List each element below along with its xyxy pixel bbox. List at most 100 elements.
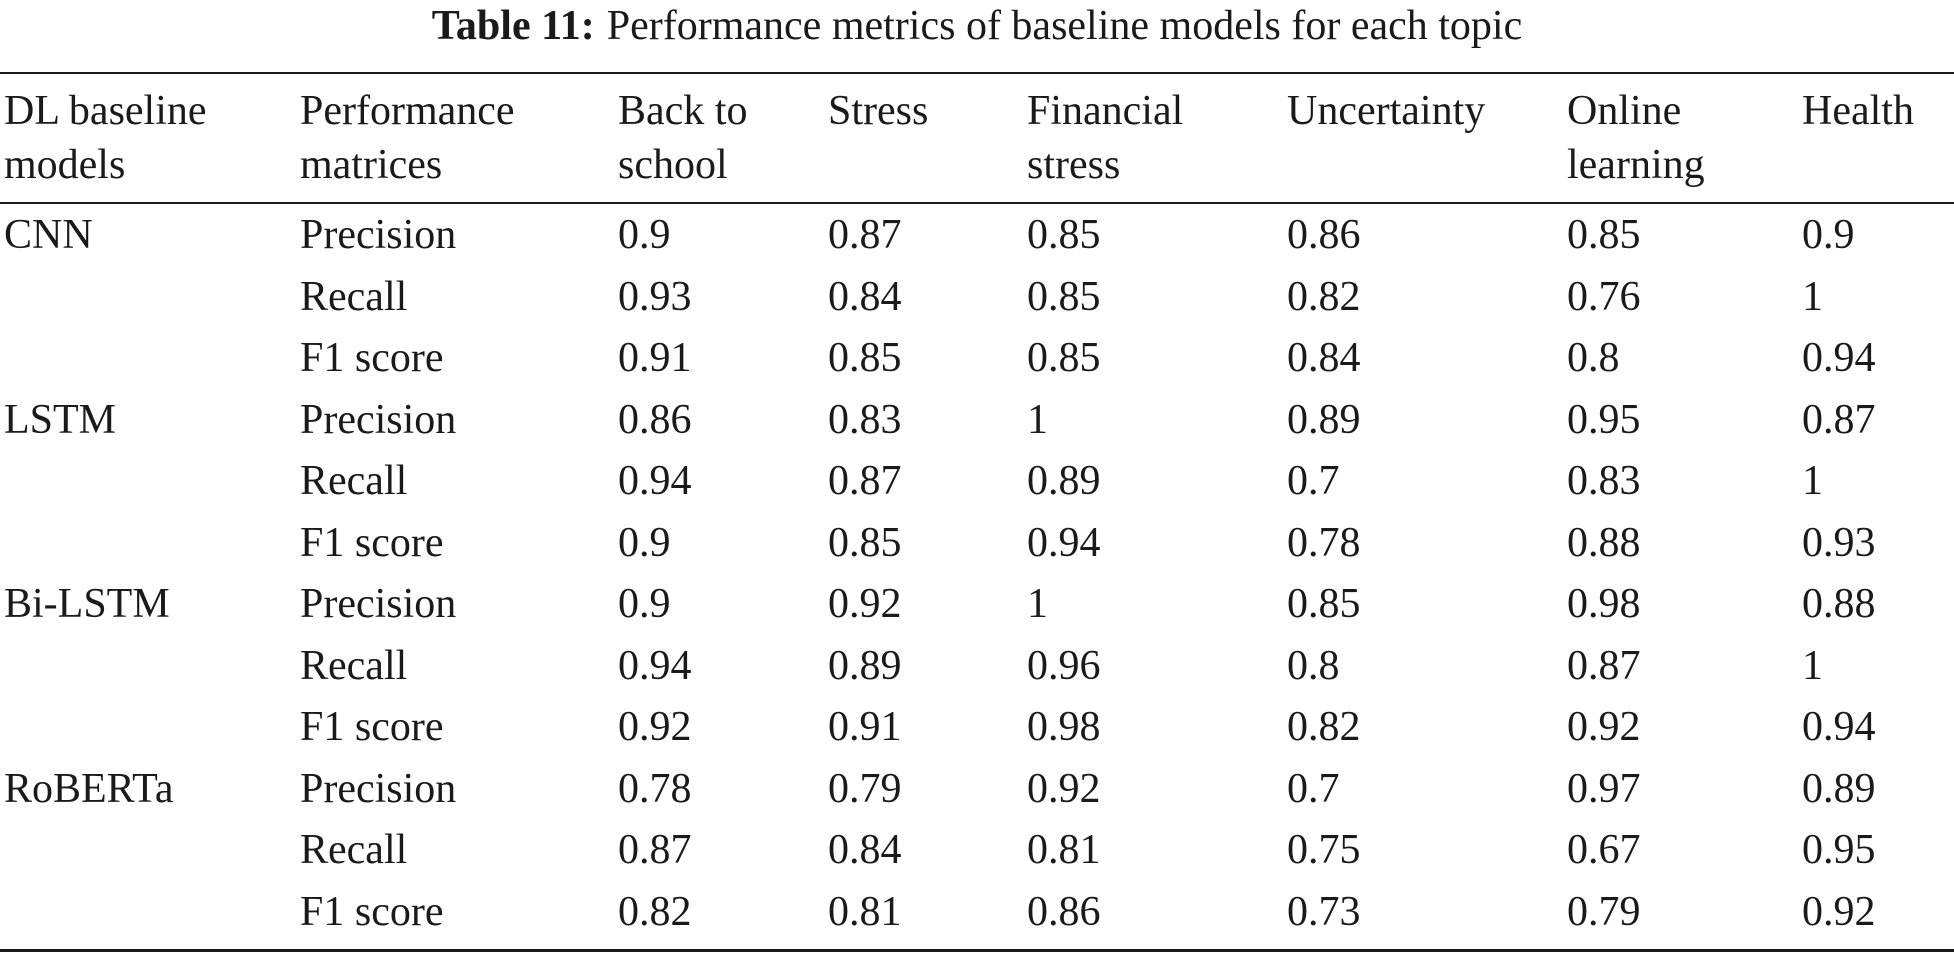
metric-value-cell: 0.85 [1287, 581, 1361, 627]
metric-value-cell: 0.92 [618, 704, 692, 750]
column-header: Financial stress [1027, 88, 1184, 188]
metric-value-cell: 0.87 [618, 827, 692, 873]
table-caption-text: Performance metrics of baseline models f… [606, 3, 1523, 49]
header-row: DL baseline models Performance matrices Ba… [0, 74, 1954, 202]
metric-value-cell: 0.85 [1027, 335, 1101, 381]
model-name-cell: CNN [4, 212, 93, 258]
metric-value-cell: 0.78 [618, 765, 692, 812]
metric-name-cell: F1 score [300, 888, 444, 935]
table-row: F1 score 0.9 0.85 0.94 0.78 0.88 0.93 [0, 513, 1954, 575]
metric-value-cell: 0.7 [1287, 458, 1340, 504]
metric-value-cell: 0.67 [1567, 827, 1641, 873]
metric-value-cell: 0.94 [618, 458, 692, 504]
metric-value-cell: 0.82 [1287, 704, 1361, 750]
metric-name-cell: Recall [300, 827, 408, 873]
metric-value-cell: 0.79 [1567, 888, 1641, 935]
model-name-cell [0, 267, 300, 329]
metric-value-cell: 0.92 [1567, 704, 1641, 750]
metric-value-cell: 1 [1027, 396, 1048, 443]
metric-value-cell: 1 [1802, 273, 1823, 320]
table-row: Recall 0.94 0.87 0.89 0.7 0.83 1 [0, 451, 1954, 513]
metric-value-cell: 1 [1802, 458, 1823, 504]
metric-value-cell: 0.76 [1567, 273, 1641, 320]
header-rule [0, 202, 1954, 204]
column-header: Online learning [1567, 88, 1705, 188]
model-name-cell [0, 636, 300, 698]
table-body: CNN Precision 0.9 0.87 0.85 0.86 0.85 0.9 Recall… [0, 202, 1954, 943]
metric-value-cell: 0.86 [1027, 888, 1101, 935]
metric-value-cell: 0.89 [1287, 396, 1361, 443]
table-row: CNN Precision 0.9 0.87 0.85 0.86 0.85 0.9 [0, 202, 1954, 267]
model-name-cell [0, 882, 300, 944]
metric-value-cell: 0.89 [1802, 765, 1876, 812]
model-name-cell [0, 697, 300, 759]
metric-value-cell: 0.94 [618, 642, 692, 689]
metric-value-cell: 0.93 [618, 273, 692, 320]
metric-name-cell: Recall [300, 642, 408, 689]
metric-value-cell: 0.91 [828, 704, 902, 750]
model-name-cell [0, 513, 300, 575]
metric-name-cell: F1 score [300, 519, 444, 566]
metric-value-cell: 0.81 [1027, 827, 1101, 873]
metric-value-cell: 0.96 [1027, 642, 1101, 689]
metric-value-cell: 0.95 [1567, 396, 1641, 443]
metric-value-cell: 0.84 [828, 827, 902, 873]
metric-value-cell: 0.92 [1027, 765, 1101, 812]
model-name-cell: LSTM [4, 396, 117, 443]
metric-value-cell: 0.84 [828, 273, 902, 320]
metric-name-cell: Recall [300, 273, 408, 320]
metric-value-cell: 0.87 [828, 458, 902, 504]
column-header: Stress [828, 88, 929, 134]
metric-value-cell: 0.79 [828, 765, 902, 812]
metric-value-cell: 0.9 [1802, 212, 1855, 258]
metric-value-cell: 0.88 [1567, 519, 1641, 566]
metric-value-cell: 0.94 [1027, 519, 1101, 566]
metric-value-cell: 0.85 [1027, 212, 1101, 258]
metric-name-cell: F1 score [300, 335, 444, 381]
metric-value-cell: 0.85 [1567, 212, 1641, 258]
metric-value-cell: 0.7 [1287, 765, 1340, 812]
metric-value-cell: 0.92 [828, 581, 902, 627]
column-header: DL baseline models [4, 88, 207, 188]
metric-value-cell: 0.94 [1802, 704, 1876, 750]
metric-value-cell: 0.73 [1287, 888, 1361, 935]
metric-value-cell: 0.95 [1802, 827, 1876, 873]
metric-value-cell: 0.93 [1802, 519, 1876, 566]
metric-value-cell: 0.88 [1802, 581, 1876, 627]
metric-value-cell: 0.86 [618, 396, 692, 443]
model-name-cell: RoBERTa [4, 765, 174, 812]
column-header: Back to school [618, 88, 748, 188]
column-header: Performance matrices [300, 88, 515, 188]
table-row: Recall 0.87 0.84 0.81 0.75 0.67 0.95 [0, 820, 1954, 882]
metric-value-cell: 0.82 [1287, 273, 1361, 320]
metric-value-cell: 0.9 [618, 519, 671, 566]
metric-value-cell: 1 [1027, 581, 1048, 627]
metric-value-cell: 0.86 [1287, 212, 1361, 258]
model-name-cell: Bi-LSTM [4, 581, 170, 627]
metric-value-cell: 0.9 [618, 581, 671, 627]
metrics-table: DL baseline models Performance matrices Ba… [0, 74, 1954, 943]
table-row: RoBERTa Precision 0.78 0.79 0.92 0.7 0.97 0.89 [0, 759, 1954, 821]
table-row: Recall 0.93 0.84 0.85 0.82 0.76 1 [0, 267, 1954, 329]
model-name-cell [0, 328, 300, 390]
table-row: F1 score 0.91 0.85 0.85 0.84 0.8 0.94 [0, 328, 1954, 390]
metric-value-cell: 0.82 [618, 888, 692, 935]
metric-value-cell: 0.85 [828, 335, 902, 381]
column-header: Health [1802, 88, 1914, 134]
metric-value-cell: 0.78 [1287, 519, 1361, 566]
metric-value-cell: 0.97 [1567, 765, 1641, 812]
metric-value-cell: 0.98 [1027, 704, 1101, 750]
metric-name-cell: Recall [300, 458, 408, 504]
metric-value-cell: 0.83 [828, 396, 902, 443]
model-name-cell [0, 451, 300, 513]
metric-value-cell: 1 [1802, 642, 1823, 689]
metric-value-cell: 0.87 [1567, 642, 1641, 689]
metric-name-cell: Precision [300, 765, 457, 812]
metric-value-cell: 0.89 [1027, 458, 1101, 504]
table-row: Bi-LSTM Precision 0.9 0.92 1 0.85 0.98 0.88 [0, 574, 1954, 636]
metric-value-cell: 0.98 [1567, 581, 1641, 627]
metric-value-cell: 0.75 [1287, 827, 1361, 873]
metric-value-cell: 0.8 [1287, 642, 1340, 689]
metric-value-cell: 0.87 [828, 212, 902, 258]
bottom-rule [0, 949, 1954, 952]
